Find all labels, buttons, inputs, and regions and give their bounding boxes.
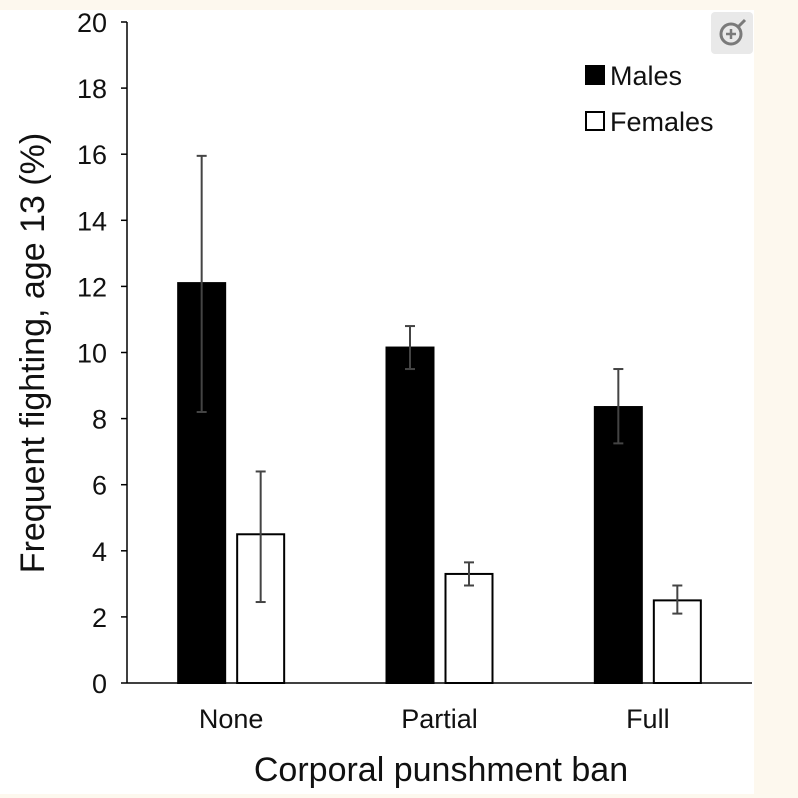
bar-males-none bbox=[177, 282, 227, 684]
y-tick-label: 2 bbox=[92, 603, 107, 633]
legend-label-males: Males bbox=[610, 61, 682, 91]
y-tick-label: 0 bbox=[92, 669, 107, 699]
legend-swatch-males bbox=[585, 65, 605, 85]
x-axis-label: Corporal punshment ban bbox=[254, 751, 628, 789]
bars bbox=[177, 282, 702, 685]
y-tick-label: 8 bbox=[92, 405, 107, 435]
bar-males-partial bbox=[385, 346, 435, 684]
legend-label-females: Females bbox=[610, 107, 714, 137]
bar-males-full bbox=[593, 406, 643, 684]
y-tick-label: 6 bbox=[92, 471, 107, 501]
x-tick-label: None bbox=[199, 704, 264, 734]
x-tick-labels: None Partial Full bbox=[199, 704, 670, 734]
y-tick-label: 10 bbox=[77, 339, 107, 369]
x-tick-label: Full bbox=[626, 704, 670, 734]
zoom-in-icon bbox=[719, 18, 747, 46]
y-tick-label: 20 bbox=[77, 8, 107, 38]
zoom-button[interactable] bbox=[711, 12, 753, 54]
bar-females-partial bbox=[444, 572, 494, 684]
y-ticks: 0 2 4 6 8 10 12 14 16 18 20 bbox=[77, 8, 127, 699]
y-tick-label: 4 bbox=[92, 537, 107, 567]
y-axis-label: Frequent fighting, age 13 (%) bbox=[14, 133, 52, 573]
y-tick-label: 12 bbox=[77, 272, 107, 302]
y-tick-label: 14 bbox=[77, 206, 107, 236]
legend: Males Females bbox=[585, 61, 714, 137]
x-tick-label: Partial bbox=[401, 704, 478, 734]
bar-females-full bbox=[652, 599, 702, 684]
y-tick-label: 18 bbox=[77, 74, 107, 104]
error-bars bbox=[196, 154, 683, 615]
legend-swatch-females bbox=[585, 111, 605, 131]
y-tick-label: 16 bbox=[77, 140, 107, 170]
